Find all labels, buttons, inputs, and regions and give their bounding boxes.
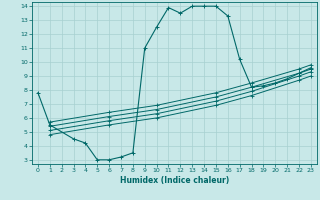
X-axis label: Humidex (Indice chaleur): Humidex (Indice chaleur) bbox=[120, 176, 229, 185]
